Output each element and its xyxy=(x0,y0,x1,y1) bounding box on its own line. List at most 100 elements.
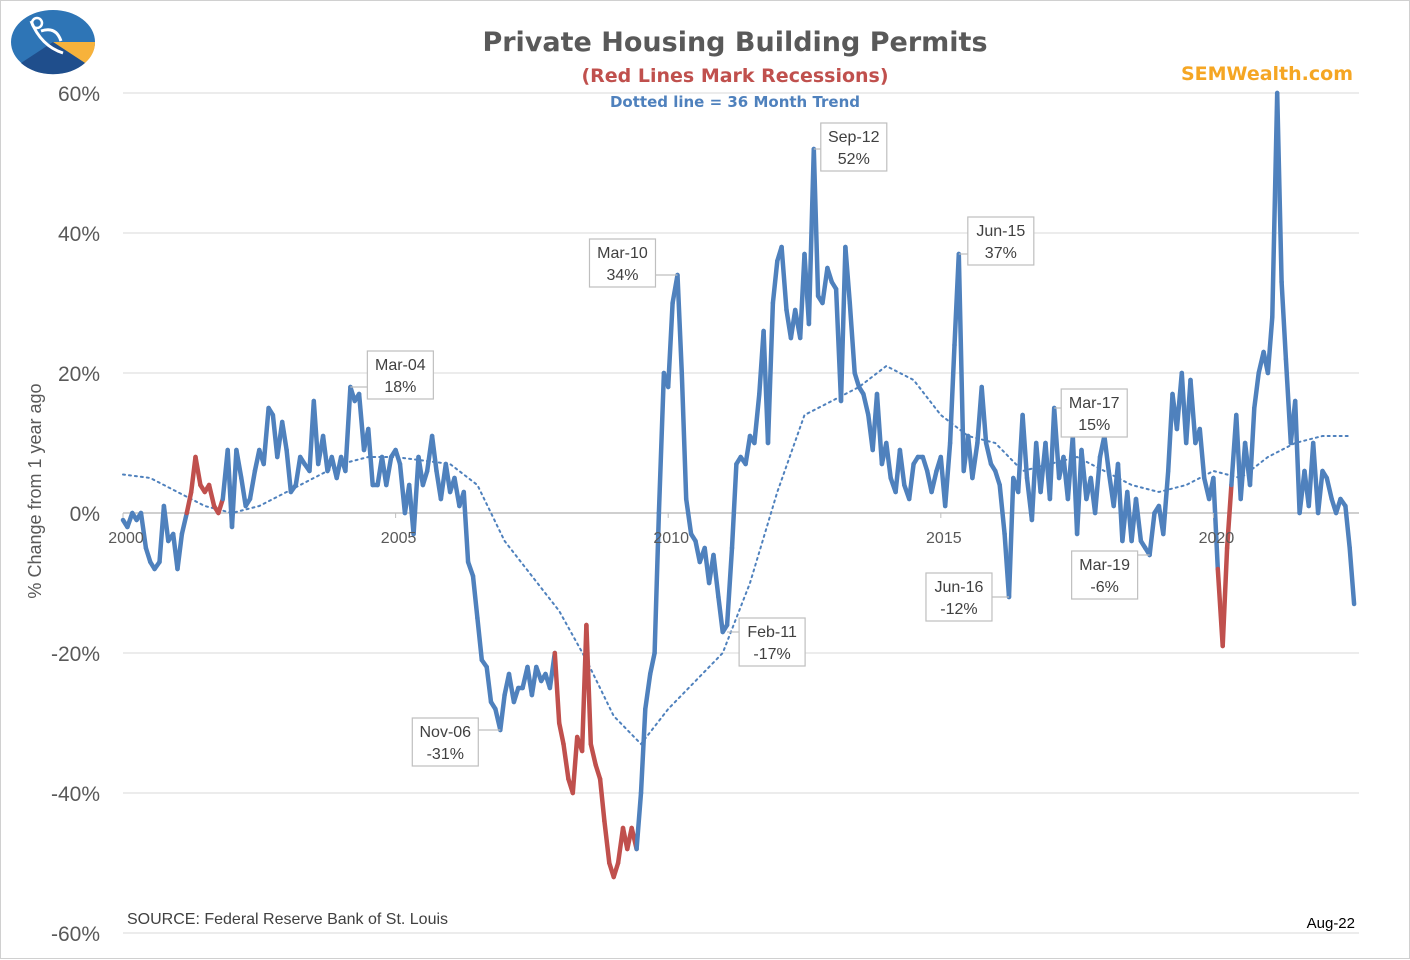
callout-box xyxy=(366,350,434,400)
series-segment xyxy=(1274,90,1284,285)
series-segment xyxy=(311,398,321,467)
series-segment xyxy=(1324,475,1334,502)
x-tick-label: 2010 xyxy=(653,530,689,547)
series-segment xyxy=(343,384,353,474)
series-segment xyxy=(1147,510,1157,558)
series-segment xyxy=(175,531,185,572)
series-segment xyxy=(752,391,762,446)
callout-value: 34% xyxy=(606,267,638,284)
x-axis-ticks: 2000 2005 2010 2015 2020 xyxy=(108,513,1234,547)
series-segment xyxy=(261,405,271,467)
series-segment xyxy=(234,447,244,481)
series-segment xyxy=(465,559,476,579)
series-segment xyxy=(970,440,980,481)
series-segment xyxy=(643,671,653,712)
series-segment xyxy=(993,468,1002,488)
series-segment xyxy=(511,685,521,705)
y-tick-label: 0% xyxy=(70,503,100,526)
series-segment xyxy=(906,461,916,502)
source-note: SOURCE: Federal Reserve Bank of St. Loui… xyxy=(127,911,448,928)
series-segment xyxy=(820,265,830,306)
series-segment xyxy=(1247,405,1257,488)
y-tick-label: -40% xyxy=(51,783,100,806)
series-segment xyxy=(1283,356,1294,446)
recession-segment xyxy=(611,860,621,880)
series-segment xyxy=(247,468,258,502)
recession-segment xyxy=(216,496,226,516)
series-segment xyxy=(229,447,239,530)
annotation-callout: Sep-12 52% xyxy=(813,122,888,172)
callout-box xyxy=(1071,550,1139,600)
annotation-callout: Mar-04 18% xyxy=(350,350,434,400)
series-segment xyxy=(429,433,439,474)
callout-value: -12% xyxy=(940,601,977,618)
series-segment xyxy=(843,244,853,306)
callout-box xyxy=(588,238,657,288)
series-segment xyxy=(861,391,871,418)
x-tick-label: 2000 xyxy=(108,530,144,547)
series-segment xyxy=(461,489,471,565)
series-segment xyxy=(1051,405,1062,481)
callout-date: Mar-04 xyxy=(375,357,426,374)
series-segment xyxy=(356,391,367,453)
series-segment xyxy=(1347,545,1357,607)
recession-segment xyxy=(552,650,562,726)
series-segment xyxy=(1102,433,1111,474)
series-segment xyxy=(956,251,966,474)
annotation-callout: Jun-15 37% xyxy=(958,216,1035,266)
series-segment xyxy=(847,300,857,376)
callout-date: Nov-06 xyxy=(419,724,471,741)
series-segment xyxy=(1165,391,1175,474)
series-segment xyxy=(638,706,648,796)
y-tick-label: 60% xyxy=(58,83,100,106)
series-segment xyxy=(393,447,403,467)
series-segment xyxy=(1079,447,1089,502)
callout-box xyxy=(967,216,1035,266)
annotation-callout: Mar-17 15% xyxy=(1054,388,1128,438)
series-segment xyxy=(1133,496,1144,544)
callout-value: 37% xyxy=(985,245,1017,262)
series-segment xyxy=(420,468,430,488)
series-segment xyxy=(239,475,248,509)
series-segment xyxy=(656,370,667,516)
brand-label: SEMWealth.com xyxy=(1181,63,1353,85)
annotation-callout: Mar-10 34% xyxy=(588,238,678,288)
series-segment xyxy=(143,545,153,565)
series-segment xyxy=(647,650,657,677)
y-tick-label: 20% xyxy=(58,363,100,386)
callout-value: 18% xyxy=(384,379,416,396)
y-axis-label: % Change from 1 year ago xyxy=(25,383,45,598)
series-segment xyxy=(729,461,739,551)
series-segment xyxy=(470,573,480,621)
series-segment xyxy=(1315,468,1325,516)
callout-date: Mar-10 xyxy=(597,245,648,262)
series-segment xyxy=(498,692,507,733)
series-segment xyxy=(716,594,725,635)
series-segment xyxy=(1211,475,1221,572)
series-segment xyxy=(1197,426,1207,481)
series-segment xyxy=(293,454,303,488)
y-tick-label: -20% xyxy=(51,643,100,666)
recession-segment xyxy=(602,818,612,866)
recession-segment xyxy=(561,741,571,782)
series-segment xyxy=(765,300,776,446)
chart-subtitle: (Red Lines Mark Recessions) xyxy=(581,65,888,87)
series-segment xyxy=(384,454,394,488)
recession-segment xyxy=(593,762,603,782)
series-segment xyxy=(652,510,662,656)
series-segment xyxy=(675,272,685,376)
series-segment xyxy=(484,664,494,705)
annotation-callout: Feb-11 -17% xyxy=(727,617,806,667)
series-line-layer xyxy=(120,90,1357,880)
series-segment xyxy=(665,300,675,390)
callout-value: -17% xyxy=(753,646,790,663)
series-segment xyxy=(366,426,375,488)
series-segment xyxy=(724,545,735,628)
series-segment xyxy=(1279,279,1289,362)
recession-segment xyxy=(556,720,566,747)
trend-series-line xyxy=(122,364,1351,746)
series-segment xyxy=(711,552,721,600)
series-segment xyxy=(884,440,893,481)
callout-value: -31% xyxy=(427,746,464,763)
